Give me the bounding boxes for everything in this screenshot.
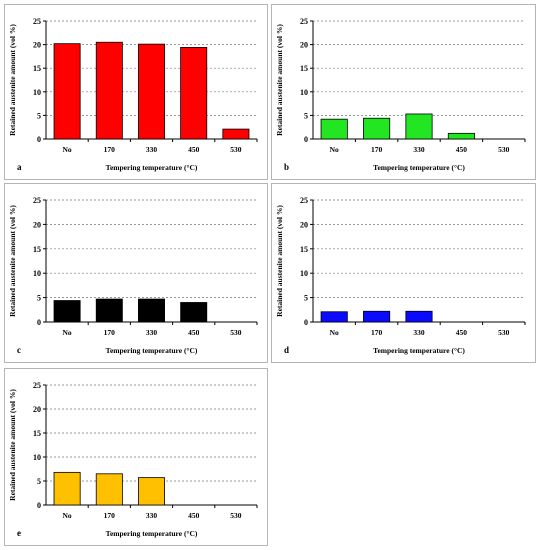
- y-tick-label: 15: [300, 64, 308, 73]
- bar: [405, 310, 433, 323]
- y-tick-label: 10: [33, 453, 41, 462]
- bar: [53, 300, 81, 323]
- bar: [405, 113, 433, 140]
- x-tick-label: 530: [498, 145, 510, 154]
- chart-panel-c: 0 5 10 15 20 25 No 170 330 450 530 Tempering temper…: [4, 183, 268, 363]
- x-tick-label: No: [63, 145, 72, 154]
- y-tick-label: 0: [37, 318, 41, 327]
- x-axis-label: Tempering temperature (°C): [106, 346, 198, 355]
- y-tick-label: 20: [300, 41, 308, 50]
- y-tick-label: 20: [300, 220, 308, 229]
- chart-panel-e: 0 5 10 15 20 25 No 170 330 450 530 Tempering temper…: [4, 368, 268, 546]
- bar: [180, 47, 208, 140]
- bar: [95, 41, 123, 140]
- y-tick-label: 20: [33, 220, 41, 229]
- y-tick-label: 15: [33, 429, 41, 438]
- y-tick-label: 0: [37, 135, 41, 144]
- chart-panel-b: 0 5 10 15 20 25 No 170 330 450 530 Tempering temper…: [271, 4, 536, 180]
- x-tick-label: No: [63, 328, 72, 337]
- y-tick-label: 15: [33, 245, 41, 254]
- y-tick-label: 5: [37, 111, 41, 120]
- panel-label: a: [17, 162, 22, 172]
- y-axis-label: Retained austenite amount (vol %): [8, 24, 17, 136]
- y-tick-label: 5: [304, 294, 308, 303]
- y-tick-label: 25: [33, 17, 41, 26]
- x-tick-label: 170: [371, 328, 383, 337]
- y-tick-label: 20: [33, 405, 41, 414]
- y-tick-label: 25: [33, 381, 41, 390]
- bar: [320, 311, 348, 323]
- y-tick-label: 5: [37, 294, 41, 303]
- y-tick-label: 25: [300, 17, 308, 26]
- bar: [53, 471, 81, 506]
- panel-label: d: [284, 345, 289, 355]
- x-axis-label: Tempering temperature (°C): [373, 163, 465, 172]
- x-tick-label: 330: [146, 328, 158, 337]
- x-axis-label: Tempering temperature (°C): [373, 346, 465, 355]
- bar: [447, 132, 475, 140]
- x-tick-label: No: [330, 145, 339, 154]
- y-tick-label: 0: [304, 318, 308, 327]
- y-tick-label: 10: [33, 269, 41, 278]
- chart-svg: 0 5 10 15 20 25 No 170 330 450 530 Tempering temper…: [8, 196, 258, 355]
- y-axis-label: Retained austenite amount (vol %): [8, 389, 17, 501]
- bar: [363, 310, 391, 323]
- y-tick-label: 25: [300, 196, 308, 205]
- y-tick-label: 15: [33, 64, 41, 73]
- bar: [222, 128, 250, 140]
- y-tick-label: 25: [33, 196, 41, 205]
- x-tick-label: No: [330, 328, 339, 337]
- x-tick-label: 170: [371, 145, 383, 154]
- chart-svg: 0 5 10 15 20 25 No 170 330 450 530 Tempering temper…: [275, 17, 526, 172]
- bar: [95, 298, 123, 323]
- x-tick-label: 330: [413, 145, 425, 154]
- y-tick-label: 10: [33, 88, 41, 97]
- x-tick-label: 170: [104, 511, 116, 520]
- x-tick-label: 530: [230, 511, 242, 520]
- y-tick-label: 10: [300, 269, 308, 278]
- x-tick-label: 330: [413, 328, 425, 337]
- y-axis-label: Retained austenite amount (vol %): [275, 205, 284, 317]
- bar: [138, 477, 165, 506]
- chart-svg: 0 5 10 15 20 25 No 170 330 450 530 Tempering temper…: [8, 381, 258, 538]
- bar: [95, 473, 123, 506]
- y-tick-label: 0: [304, 135, 308, 144]
- x-tick-label: No: [63, 511, 72, 520]
- chart-svg: 0 5 10 15 20 25 No 170 330 450 530 Tempering temper…: [8, 17, 258, 172]
- x-tick-label: 450: [188, 328, 200, 337]
- y-tick-label: 10: [300, 88, 308, 97]
- y-tick-label: 20: [33, 41, 41, 50]
- x-tick-label: 450: [188, 145, 200, 154]
- y-axis-label: Retained austenite amount (vol %): [8, 205, 17, 317]
- chart-panel-a: 0 5 10 15 20 25 No 170 330 450 530 Tempering temper…: [4, 4, 268, 180]
- bar: [53, 43, 81, 140]
- x-tick-label: 450: [456, 328, 468, 337]
- x-tick-label: 530: [498, 328, 510, 337]
- x-axis-label: Tempering temperature (°C): [106, 529, 198, 538]
- y-tick-label: 5: [304, 111, 308, 120]
- x-tick-label: 330: [146, 145, 158, 154]
- chart-svg: 0 5 10 15 20 25 No 170 330 450 530 Tempering temper…: [275, 196, 526, 355]
- chart-panel-d: 0 5 10 15 20 25 No 170 330 450 530 Tempering temper…: [271, 183, 536, 363]
- y-tick-label: 5: [37, 477, 41, 486]
- panel-label: b: [284, 162, 289, 172]
- x-tick-label: 170: [104, 328, 116, 337]
- bar: [138, 43, 165, 140]
- x-tick-label: 170: [104, 145, 116, 154]
- x-tick-label: 530: [230, 145, 242, 154]
- bar: [180, 302, 208, 323]
- x-tick-label: 530: [230, 328, 242, 337]
- y-tick-label: 0: [37, 501, 41, 510]
- panel-label: c: [17, 345, 21, 355]
- bar: [320, 118, 348, 140]
- x-tick-label: 330: [146, 511, 158, 520]
- bar: [363, 117, 391, 140]
- x-tick-label: 450: [188, 511, 200, 520]
- bar: [138, 298, 165, 323]
- x-tick-label: 450: [456, 145, 468, 154]
- y-tick-label: 15: [300, 245, 308, 254]
- x-axis-label: Tempering temperature (°C): [106, 163, 198, 172]
- y-axis-label: Retained austenite amount (vol %): [275, 24, 284, 136]
- panel-label: e: [17, 528, 21, 538]
